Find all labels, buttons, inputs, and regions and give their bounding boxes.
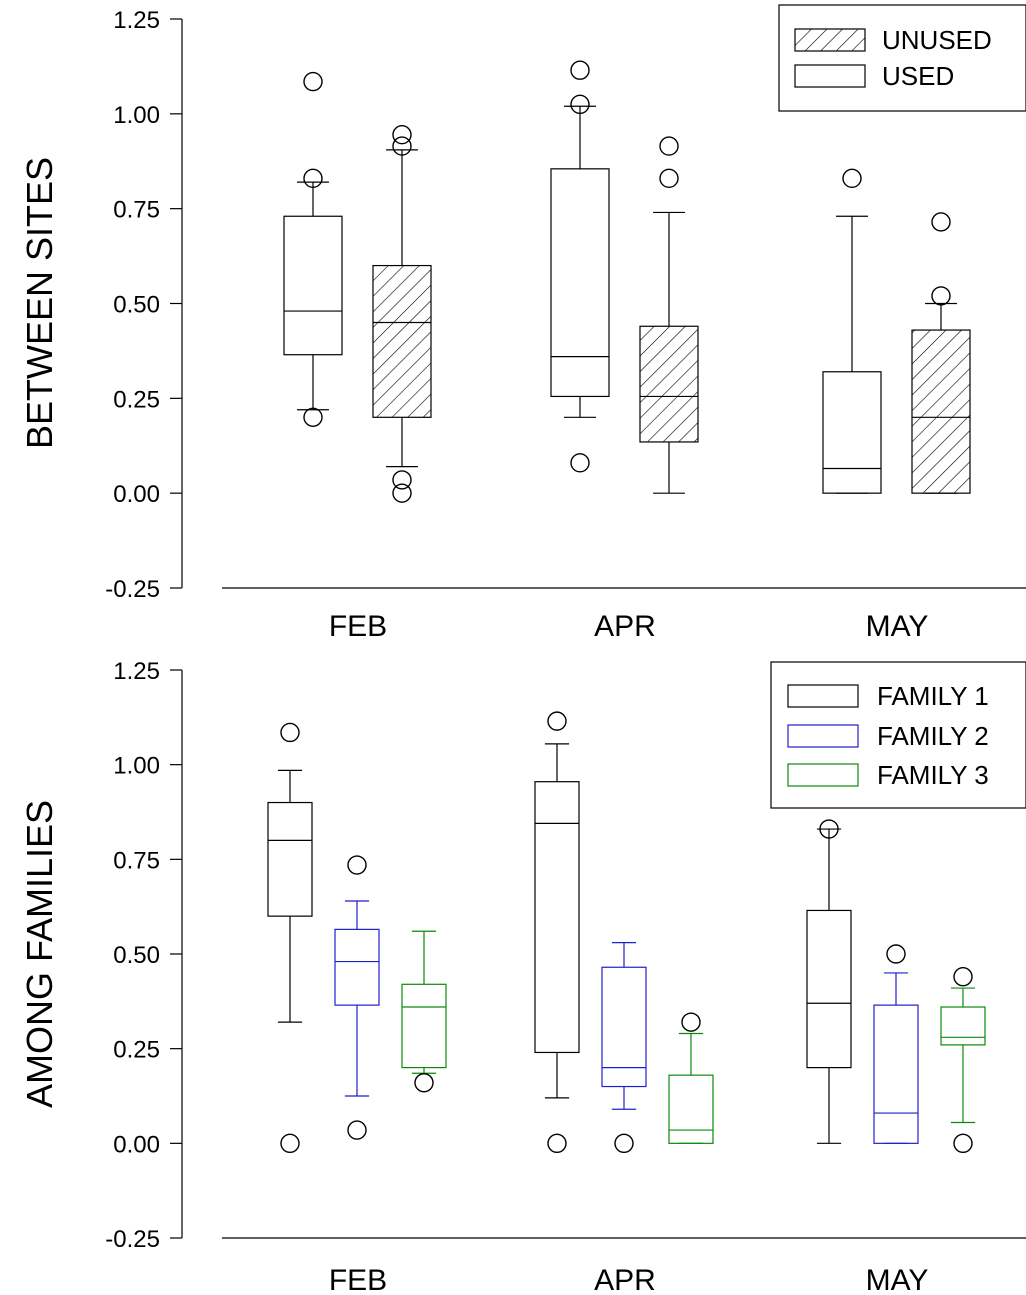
box-unused-may: [911, 212, 971, 494]
among-families-panel: -0.25 0.00 0.25 0.50 0.75 1.00 1.25 FEB APR MAY AM…: [19, 658, 1026, 1295]
box-iqr: [873, 1004, 919, 1144]
outlier-point: [931, 212, 951, 232]
box-iqr: [668, 1074, 714, 1144]
y-tick-label: -0.25: [105, 1226, 160, 1253]
between-sites-panel: -0.25 0.00 0.25 0.50 0.75 1.00 1.25 FEB APR MAY BE…: [19, 4, 1026, 643]
box-iqr: [334, 928, 380, 1006]
box-family-2-feb: [334, 855, 380, 1140]
box-used-feb: [283, 71, 343, 427]
box-unused-feb: [372, 124, 432, 503]
x-category-label: APR: [594, 610, 656, 643]
outlier-point: [280, 722, 300, 743]
outlier-point: [614, 1133, 634, 1154]
y-tick-label: 1.25: [113, 658, 160, 685]
outlier-point: [819, 819, 839, 839]
box-iqr: [601, 966, 647, 1088]
outlier-point: [931, 286, 951, 306]
box-iqr: [283, 215, 343, 356]
box-iqr: [911, 329, 971, 494]
box-iqr: [267, 801, 313, 917]
box-family-1-apr: [534, 711, 580, 1154]
x-category-label: APR: [594, 1264, 656, 1295]
box-family-3-may: [940, 967, 986, 1154]
outlier-point: [392, 470, 412, 490]
box-iqr: [639, 325, 699, 443]
x-category-label: FEB: [329, 610, 387, 643]
legend: UNUSED USED: [778, 4, 1026, 112]
outlier-point: [570, 60, 590, 80]
y-tick-label: -0.25: [105, 576, 160, 603]
x-category-label: MAY: [866, 1264, 929, 1295]
box-family-2-apr: [601, 942, 647, 1154]
y-tick-label: 0.50: [113, 292, 160, 319]
box-family-2-may: [873, 944, 919, 1144]
outlier-point: [886, 944, 906, 964]
box-iqr: [940, 1006, 986, 1046]
outlier-point: [280, 1133, 300, 1154]
y-tick-label: 0.25: [113, 1037, 160, 1064]
y-tick-label: 0.50: [113, 942, 160, 969]
outlier-point: [303, 168, 323, 189]
x-category-label: FEB: [329, 1264, 387, 1295]
box-iqr: [372, 264, 432, 418]
legend-label: USED: [882, 61, 954, 91]
outlier-point: [547, 711, 567, 731]
box-unused-apr: [639, 136, 699, 494]
legend-swatch: [794, 28, 866, 52]
y-axis-label: AMONG FAMILIES: [19, 800, 60, 1108]
box-iqr: [534, 781, 580, 1054]
legend-swatch: [787, 684, 859, 708]
outlier-point: [347, 1120, 367, 1140]
outlier-point: [570, 94, 590, 115]
outlier-point: [392, 136, 412, 156]
box-family-3-apr: [668, 1012, 714, 1144]
legend-label: FAMILY 3: [877, 760, 989, 790]
y-tick-label: 0.00: [113, 1131, 160, 1158]
box-used-may: [822, 168, 882, 494]
outlier-point: [570, 453, 590, 473]
legend: FAMILY 1 FAMILY 2 FAMILY 3: [770, 661, 1026, 809]
outlier-point: [842, 168, 862, 189]
outlier-point: [303, 71, 323, 92]
outlier-point: [953, 1133, 973, 1154]
box-iqr: [401, 983, 447, 1069]
legend-label: FAMILY 1: [877, 681, 989, 711]
box-family-1-feb: [267, 722, 313, 1154]
y-tick-label: 0.25: [113, 386, 160, 413]
outlier-point: [392, 483, 412, 503]
legend-swatch: [787, 763, 859, 787]
outlier-point: [953, 967, 973, 987]
legend-swatch: [794, 64, 866, 88]
box-family-3-feb: [401, 930, 447, 1093]
outlier-point: [681, 1012, 701, 1032]
box-family-1-may: [806, 819, 852, 1144]
outlier-point: [347, 855, 367, 875]
x-category-label: MAY: [866, 610, 929, 643]
y-tick-label: 0.75: [113, 847, 160, 874]
y-tick-label: 0.00: [113, 481, 160, 508]
box-iqr: [550, 168, 610, 398]
box-iqr: [822, 371, 882, 494]
outlier-point: [303, 407, 323, 427]
legend-label: FAMILY 2: [877, 721, 989, 751]
outlier-point: [659, 168, 679, 189]
box-used-apr: [550, 60, 610, 473]
y-tick-label: 1.00: [113, 753, 160, 780]
outlier-point: [547, 1133, 567, 1154]
y-tick-label: 1.00: [113, 102, 160, 129]
outlier-point: [392, 124, 412, 145]
box-iqr: [806, 909, 852, 1069]
legend-label: UNUSED: [882, 25, 992, 55]
legend-frame: [778, 4, 1026, 112]
y-axis-label: BETWEEN SITES: [19, 157, 60, 449]
y-tick-label: 1.25: [113, 7, 160, 34]
outlier-point: [414, 1073, 434, 1093]
outlier-point: [659, 136, 679, 156]
legend-swatch: [787, 724, 859, 748]
y-tick-label: 0.75: [113, 197, 160, 224]
